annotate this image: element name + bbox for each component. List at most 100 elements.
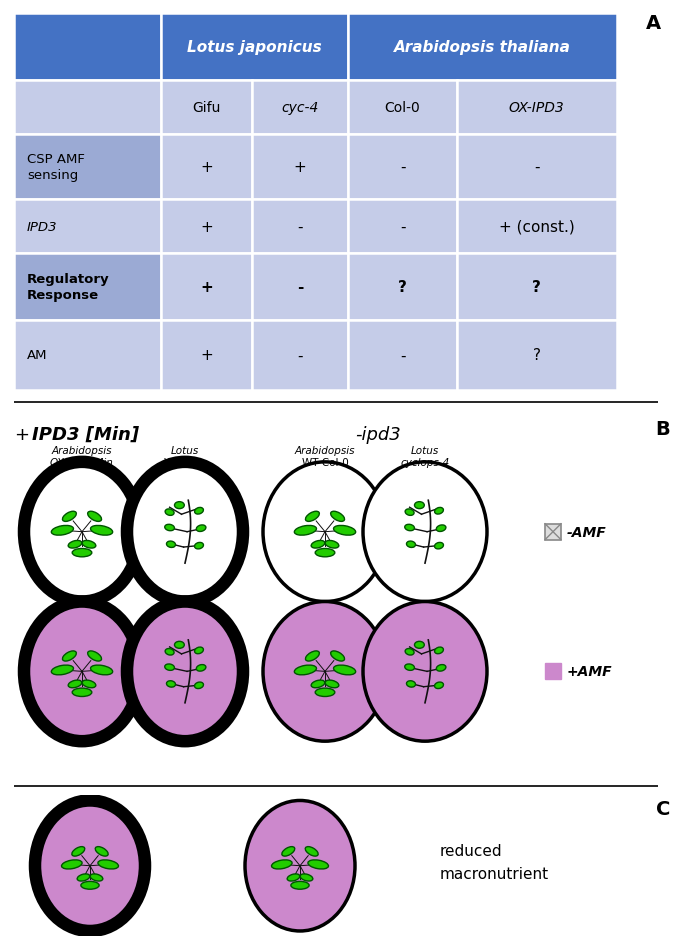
FancyBboxPatch shape xyxy=(348,135,457,200)
Text: AM: AM xyxy=(27,349,47,362)
Ellipse shape xyxy=(295,665,316,675)
Ellipse shape xyxy=(434,508,443,515)
Ellipse shape xyxy=(166,542,175,548)
Ellipse shape xyxy=(165,525,175,531)
FancyBboxPatch shape xyxy=(457,200,616,254)
FancyBboxPatch shape xyxy=(162,14,348,81)
FancyBboxPatch shape xyxy=(252,321,348,390)
Text: Lotus japonicus: Lotus japonicus xyxy=(188,40,322,55)
Ellipse shape xyxy=(62,651,76,662)
Bar xyxy=(545,664,561,680)
FancyBboxPatch shape xyxy=(14,200,162,254)
Ellipse shape xyxy=(414,642,424,649)
Text: cyclops-4: cyclops-4 xyxy=(400,458,449,467)
Text: +: + xyxy=(200,280,213,295)
Ellipse shape xyxy=(51,665,73,675)
Ellipse shape xyxy=(51,526,73,535)
FancyBboxPatch shape xyxy=(162,135,252,200)
Ellipse shape xyxy=(311,541,325,548)
Text: -: - xyxy=(400,348,406,363)
FancyBboxPatch shape xyxy=(162,200,252,254)
FancyBboxPatch shape xyxy=(14,135,162,200)
Ellipse shape xyxy=(306,651,319,662)
FancyBboxPatch shape xyxy=(14,254,162,321)
Text: +: + xyxy=(15,426,42,444)
Text: -: - xyxy=(297,220,303,235)
Ellipse shape xyxy=(434,682,443,689)
Ellipse shape xyxy=(315,548,335,557)
Ellipse shape xyxy=(165,509,174,516)
Text: -AMF: -AMF xyxy=(567,525,607,539)
Text: Col-0: Col-0 xyxy=(385,101,421,115)
Ellipse shape xyxy=(295,526,316,535)
Ellipse shape xyxy=(306,512,319,522)
Ellipse shape xyxy=(127,462,243,602)
Ellipse shape xyxy=(195,543,203,549)
Text: B: B xyxy=(656,419,670,438)
Ellipse shape xyxy=(405,649,414,655)
Text: -: - xyxy=(400,160,406,175)
Ellipse shape xyxy=(68,680,82,688)
Ellipse shape xyxy=(300,874,313,881)
Text: Arabidopsis thaliana: Arabidopsis thaliana xyxy=(394,40,571,55)
Ellipse shape xyxy=(405,509,414,516)
Ellipse shape xyxy=(325,541,339,548)
Text: ?: ? xyxy=(533,348,540,363)
Ellipse shape xyxy=(90,874,103,881)
Ellipse shape xyxy=(95,847,108,856)
FancyBboxPatch shape xyxy=(162,321,252,390)
Ellipse shape xyxy=(35,800,145,931)
FancyBboxPatch shape xyxy=(162,254,252,321)
Ellipse shape xyxy=(165,649,174,655)
Ellipse shape xyxy=(363,462,487,602)
FancyBboxPatch shape xyxy=(348,321,457,390)
Text: +: + xyxy=(294,160,306,175)
Ellipse shape xyxy=(197,665,206,671)
Ellipse shape xyxy=(195,682,203,689)
Ellipse shape xyxy=(72,688,92,696)
Ellipse shape xyxy=(165,665,175,671)
Text: Lotus: Lotus xyxy=(171,446,199,456)
Ellipse shape xyxy=(82,541,96,548)
FancyBboxPatch shape xyxy=(457,321,616,390)
Ellipse shape xyxy=(436,665,446,671)
FancyBboxPatch shape xyxy=(14,81,162,135)
FancyBboxPatch shape xyxy=(252,81,348,135)
Ellipse shape xyxy=(405,665,414,671)
Text: +AMF: +AMF xyxy=(567,665,612,679)
Text: Gifu: Gifu xyxy=(192,101,221,115)
Ellipse shape xyxy=(90,665,112,675)
Ellipse shape xyxy=(434,543,443,549)
FancyBboxPatch shape xyxy=(457,135,616,200)
Text: reduced: reduced xyxy=(440,843,503,858)
Ellipse shape xyxy=(197,525,206,532)
Ellipse shape xyxy=(62,512,76,522)
FancyBboxPatch shape xyxy=(252,135,348,200)
Ellipse shape xyxy=(72,548,92,557)
Ellipse shape xyxy=(331,512,345,522)
Text: C: C xyxy=(656,799,670,819)
FancyBboxPatch shape xyxy=(162,81,252,135)
Ellipse shape xyxy=(98,860,119,869)
FancyBboxPatch shape xyxy=(252,200,348,254)
Text: IPD3: IPD3 xyxy=(27,221,58,233)
Text: -ipd3: -ipd3 xyxy=(355,426,401,444)
Ellipse shape xyxy=(24,602,140,741)
Ellipse shape xyxy=(414,502,424,509)
Ellipse shape xyxy=(291,882,309,889)
Ellipse shape xyxy=(175,642,184,649)
Ellipse shape xyxy=(166,681,175,687)
Ellipse shape xyxy=(175,502,184,509)
Ellipse shape xyxy=(90,526,112,535)
FancyBboxPatch shape xyxy=(348,254,457,321)
Ellipse shape xyxy=(406,542,416,548)
Ellipse shape xyxy=(72,847,85,856)
Ellipse shape xyxy=(436,525,446,532)
Ellipse shape xyxy=(88,651,101,662)
FancyBboxPatch shape xyxy=(348,14,616,81)
Text: -: - xyxy=(297,280,303,295)
Ellipse shape xyxy=(263,462,387,602)
Text: cyc-4: cyc-4 xyxy=(282,101,319,115)
Text: OX-IPD3: OX-IPD3 xyxy=(509,101,564,115)
Ellipse shape xyxy=(81,882,99,889)
